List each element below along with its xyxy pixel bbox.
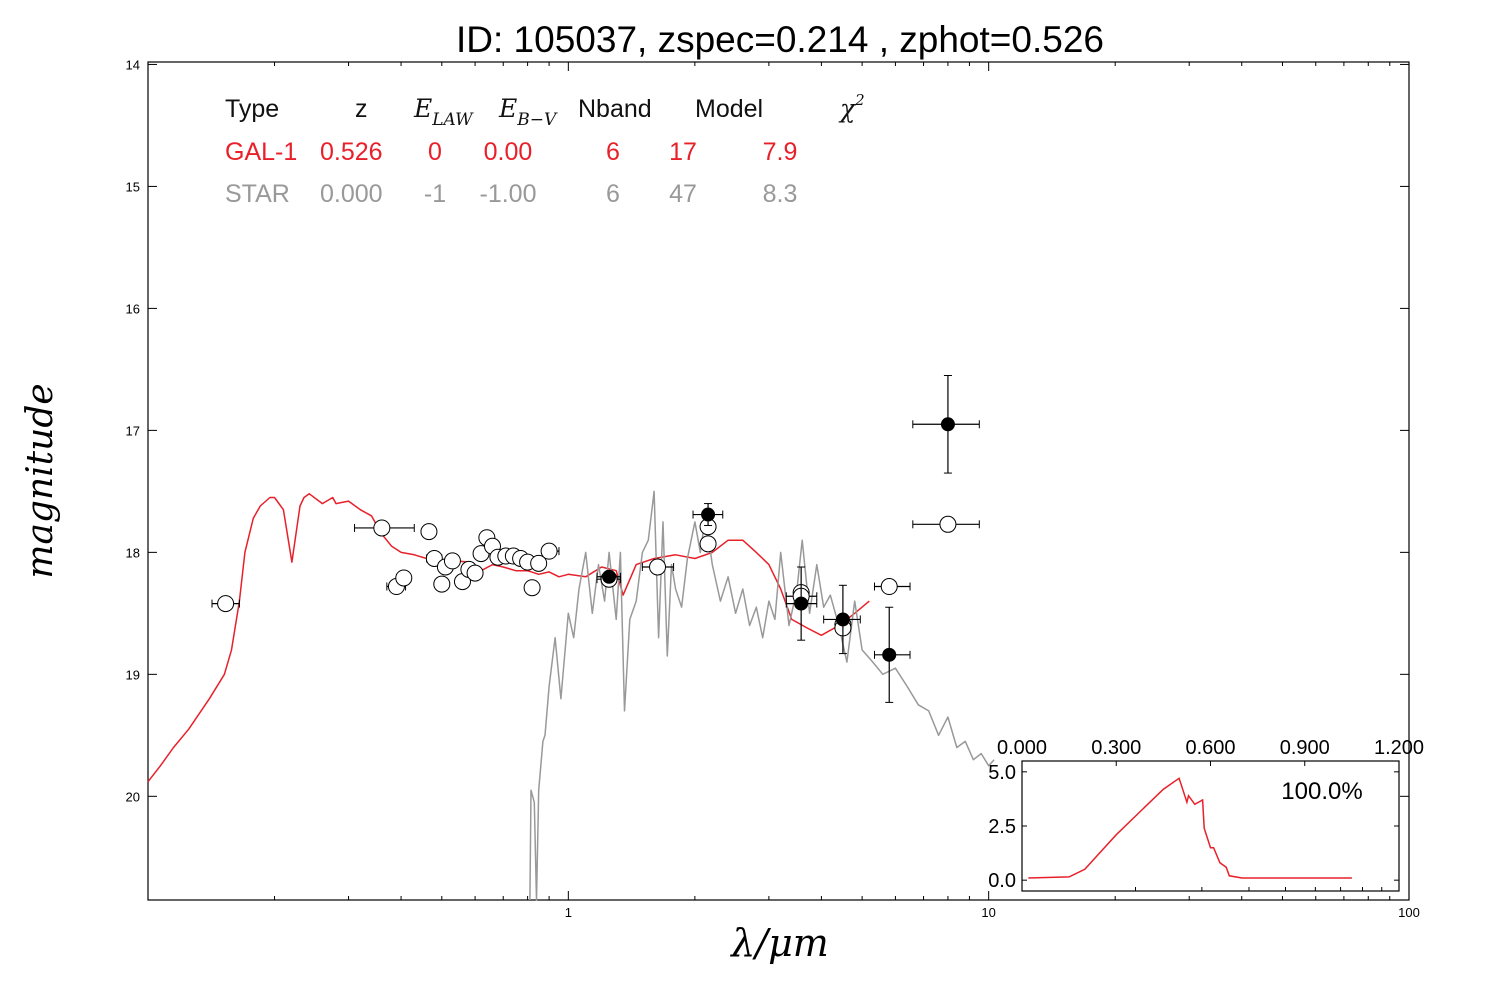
series-lines [147, 490, 995, 901]
data-points [211, 374, 980, 703]
inset-y-tick-label: 2.5 [988, 816, 1016, 838]
inset-y-tick-label: 5.0 [988, 762, 1016, 784]
open-point [395, 569, 413, 587]
pdz-inset: 0.000 0.300 0.600 0.900 1.200 0.0 2.5 5.0 100.0… [988, 737, 1424, 892]
header-nband: Nband [578, 95, 652, 123]
table-cell-gal-1: 6 [606, 138, 620, 166]
x-axis: 1 10 100 [147, 62, 1420, 920]
chart-title: ID: 105037, zspec=0.214 , zphot=0.526 [456, 19, 1104, 60]
x-tick-label: 10 [981, 905, 995, 920]
header-ebv-symbol: E [498, 94, 517, 123]
open-point [420, 523, 438, 541]
table-cell-gal-1: 0 [428, 138, 442, 166]
inset-x-tick-label: 0.000 [997, 737, 1047, 759]
header-elaw-symbol: E [413, 94, 432, 123]
inset-probability: 100.0% [1281, 778, 1362, 805]
x-tick-label: 100 [1398, 905, 1420, 920]
y-tick-label: 16 [126, 301, 140, 316]
table-cell-gal-1: 0.526 [320, 138, 383, 166]
header-type: Type [225, 95, 279, 123]
header-chi2: χ2 [838, 91, 865, 123]
header-elaw: ELAW [413, 94, 474, 130]
header-z: z [355, 95, 368, 123]
table-cell-star: 47 [669, 180, 697, 208]
y-axis-label: magnitude [20, 383, 61, 578]
inset-x-tick-label: 0.900 [1280, 737, 1330, 759]
open-point [530, 554, 548, 572]
table-cell-star: -1.00 [480, 180, 537, 208]
open-point [466, 564, 484, 582]
filled-point [701, 507, 716, 522]
series-line-star [529, 490, 995, 901]
open-point [699, 535, 717, 553]
open-point [649, 558, 667, 576]
y-tick-label: 14 [126, 57, 140, 72]
header-ebv: EB−V [498, 94, 558, 130]
open-point [939, 515, 957, 533]
filled-point [794, 596, 809, 611]
y-tick-label: 20 [126, 789, 140, 804]
inset-x-tick-label: 0.600 [1185, 737, 1235, 759]
header-chi2-symbol: χ [838, 94, 857, 123]
x-axis-label: λ/μm [729, 921, 829, 965]
open-point [880, 578, 898, 596]
inset-pdz-line [1028, 777, 1352, 879]
open-point [540, 542, 558, 560]
series-line-gal-1 [147, 493, 870, 783]
table-cell-gal-1: 7.9 [763, 138, 798, 166]
open-point [443, 552, 461, 570]
open-point [373, 519, 391, 537]
header-elaw-subscript: LAW [431, 110, 474, 130]
table-cell-star: -1 [424, 180, 446, 208]
table-cell-gal-1: 17 [669, 138, 697, 166]
open-point [433, 575, 451, 593]
header-ebv-subscript: B−V [516, 110, 558, 130]
model-table: Type z ELAW EB−V Nband Model χ2 GAL-1 0.5… [225, 91, 865, 208]
inset-x-tick-label: 0.300 [1091, 737, 1141, 759]
y-tick-label: 15 [126, 179, 140, 194]
filled-point [882, 647, 897, 662]
table-cell-star: 6 [606, 180, 620, 208]
inset-x-tick-label: 1.200 [1374, 737, 1424, 759]
open-point [217, 595, 235, 613]
y-tick-label: 17 [126, 423, 140, 438]
filled-point [835, 612, 850, 627]
open-point [523, 579, 541, 597]
y-tick-label: 18 [126, 545, 140, 560]
y-tick-label: 19 [126, 667, 140, 682]
header-model: Model [695, 95, 763, 123]
inset-series [1028, 777, 1352, 879]
x-tick-label: 1 [565, 905, 572, 920]
table-cell-star: 0.000 [320, 180, 383, 208]
filled-point [940, 417, 955, 432]
table-rows: GAL-1 0.526 0 0.00 6 17 7.9 STAR 0.000 -1 -1.00 6 47… [225, 138, 797, 208]
table-cell-gal-1: GAL-1 [225, 138, 297, 166]
table-cell-gal-1: 0.00 [484, 138, 533, 166]
table-cell-star: 8.3 [763, 180, 798, 208]
header-chi2-superscript: 2 [854, 91, 865, 109]
filled-point [602, 569, 617, 584]
inset-axes: 0.000 0.300 0.600 0.900 1.200 0.0 2.5 5.0 [988, 737, 1424, 892]
table-cell-star: STAR [225, 180, 290, 208]
inset-y-tick-label: 0.0 [988, 870, 1016, 892]
main-plot-frame [147, 61, 1410, 901]
